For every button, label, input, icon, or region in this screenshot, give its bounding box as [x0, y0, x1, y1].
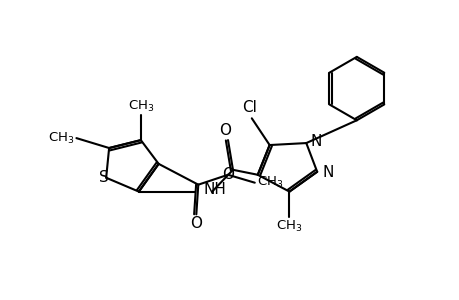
Text: NH: NH [203, 182, 226, 197]
Text: N: N [309, 134, 321, 148]
Text: CH$_3$: CH$_3$ [48, 130, 74, 146]
Text: S: S [99, 170, 109, 185]
Text: CH$_3$: CH$_3$ [256, 175, 283, 190]
Text: N: N [321, 165, 333, 180]
Text: O: O [222, 167, 234, 182]
Text: Cl: Cl [242, 100, 257, 115]
Text: CH$_3$: CH$_3$ [127, 99, 154, 114]
Text: O: O [190, 216, 202, 231]
Text: O: O [218, 123, 230, 138]
Text: CH$_3$: CH$_3$ [275, 219, 302, 235]
